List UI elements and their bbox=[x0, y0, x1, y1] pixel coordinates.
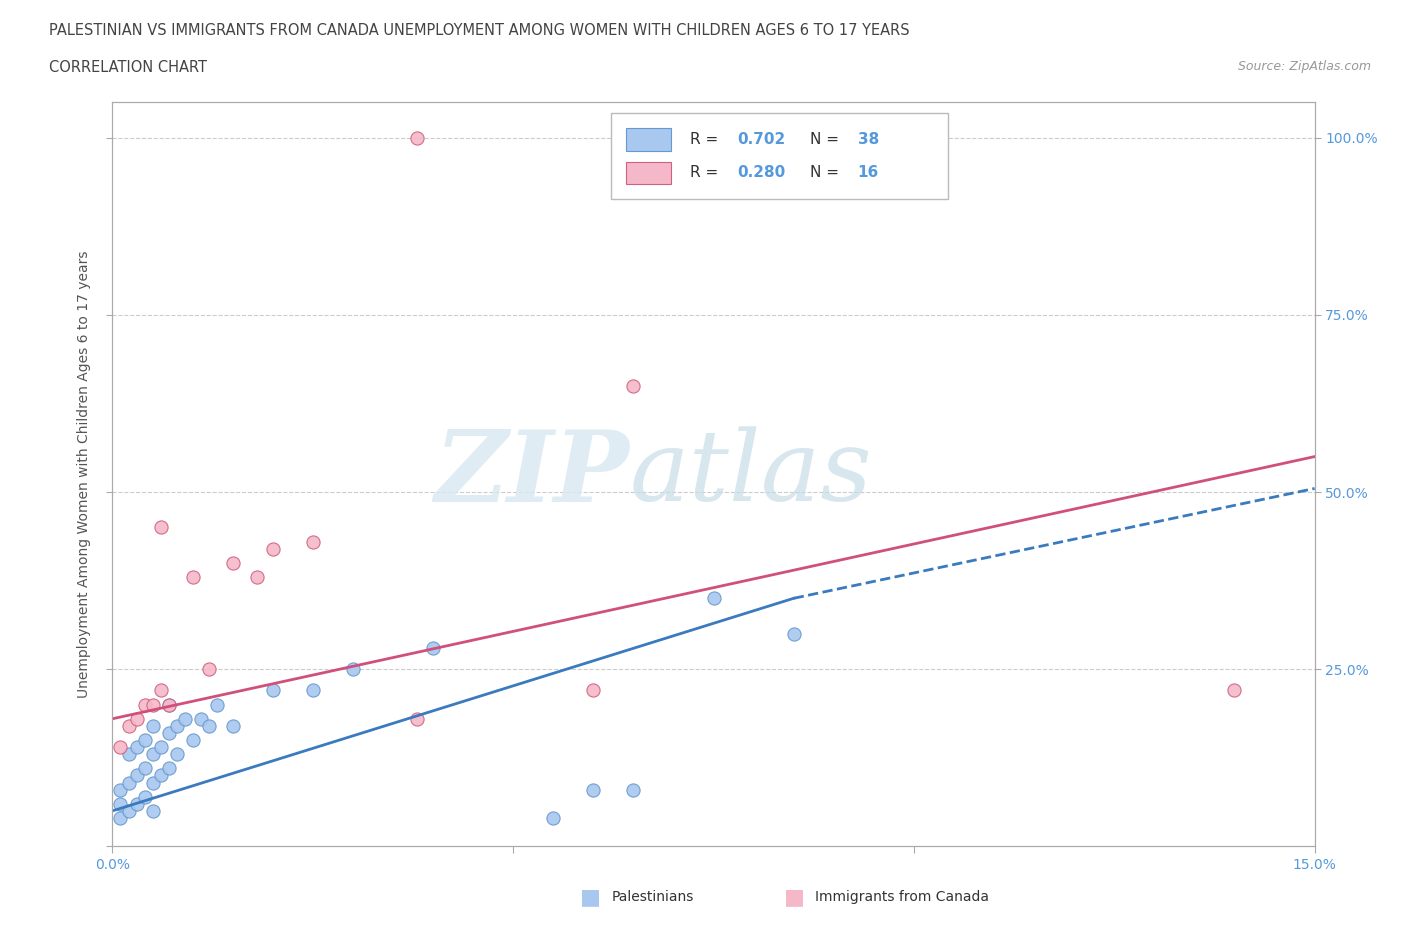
Point bbox=[125, 796, 148, 811]
Point bbox=[149, 739, 172, 754]
Point bbox=[173, 711, 195, 726]
Point bbox=[181, 569, 204, 584]
Point bbox=[205, 698, 228, 712]
Text: ■: ■ bbox=[785, 887, 804, 908]
Y-axis label: Unemployment Among Women with Children Ages 6 to 17 years: Unemployment Among Women with Children A… bbox=[77, 250, 91, 698]
Point bbox=[157, 725, 180, 740]
Point bbox=[157, 761, 180, 776]
Point bbox=[190, 711, 212, 726]
Point bbox=[141, 718, 163, 733]
Point bbox=[406, 711, 429, 726]
Point bbox=[134, 761, 156, 776]
Text: ■: ■ bbox=[581, 887, 600, 908]
Point bbox=[1223, 683, 1246, 698]
Point bbox=[262, 541, 284, 556]
Point bbox=[141, 804, 163, 818]
Point bbox=[342, 662, 364, 677]
Text: 0.280: 0.280 bbox=[738, 166, 786, 180]
Point bbox=[157, 698, 180, 712]
Point bbox=[134, 790, 156, 804]
Point bbox=[110, 782, 132, 797]
Point bbox=[134, 733, 156, 748]
Text: Source: ZipAtlas.com: Source: ZipAtlas.com bbox=[1237, 60, 1371, 73]
Point bbox=[582, 683, 605, 698]
Point bbox=[262, 683, 284, 698]
Text: N =: N = bbox=[810, 132, 839, 147]
Point bbox=[141, 775, 163, 790]
Point bbox=[110, 739, 132, 754]
Text: R =: R = bbox=[689, 132, 717, 147]
Point bbox=[621, 782, 644, 797]
FancyBboxPatch shape bbox=[626, 128, 672, 151]
Point bbox=[117, 775, 139, 790]
Text: ZIP: ZIP bbox=[434, 426, 630, 523]
Point bbox=[149, 520, 172, 535]
Point bbox=[181, 733, 204, 748]
Point bbox=[117, 804, 139, 818]
Point bbox=[125, 711, 148, 726]
Point bbox=[157, 698, 180, 712]
Point bbox=[117, 747, 139, 762]
Point bbox=[422, 641, 444, 656]
Text: R =: R = bbox=[689, 166, 717, 180]
Point bbox=[149, 683, 172, 698]
Point bbox=[197, 718, 219, 733]
Point bbox=[782, 626, 804, 641]
Point bbox=[141, 747, 163, 762]
Point bbox=[302, 683, 325, 698]
Point bbox=[406, 130, 429, 145]
Point bbox=[543, 811, 565, 826]
Point bbox=[141, 698, 163, 712]
FancyBboxPatch shape bbox=[626, 162, 672, 184]
Point bbox=[125, 739, 148, 754]
Point bbox=[582, 782, 605, 797]
Point bbox=[117, 718, 139, 733]
Point bbox=[197, 662, 219, 677]
Text: 16: 16 bbox=[858, 166, 879, 180]
Text: PALESTINIAN VS IMMIGRANTS FROM CANADA UNEMPLOYMENT AMONG WOMEN WITH CHILDREN AGE: PALESTINIAN VS IMMIGRANTS FROM CANADA UN… bbox=[49, 23, 910, 38]
Point bbox=[302, 534, 325, 549]
Point bbox=[166, 747, 188, 762]
Text: 0.702: 0.702 bbox=[738, 132, 786, 147]
Text: Immigrants from Canada: Immigrants from Canada bbox=[815, 890, 990, 905]
Text: 38: 38 bbox=[858, 132, 879, 147]
Point bbox=[110, 811, 132, 826]
Text: N =: N = bbox=[810, 166, 839, 180]
Text: Palestinians: Palestinians bbox=[612, 890, 695, 905]
Point bbox=[110, 796, 132, 811]
Point bbox=[125, 768, 148, 783]
Point bbox=[134, 698, 156, 712]
Point bbox=[222, 555, 245, 570]
Point bbox=[166, 718, 188, 733]
Point bbox=[149, 768, 172, 783]
Point bbox=[621, 379, 644, 393]
Point bbox=[702, 591, 725, 605]
Point bbox=[222, 718, 245, 733]
FancyBboxPatch shape bbox=[612, 113, 948, 199]
Text: atlas: atlas bbox=[630, 427, 872, 522]
Text: CORRELATION CHART: CORRELATION CHART bbox=[49, 60, 207, 75]
Point bbox=[246, 569, 269, 584]
